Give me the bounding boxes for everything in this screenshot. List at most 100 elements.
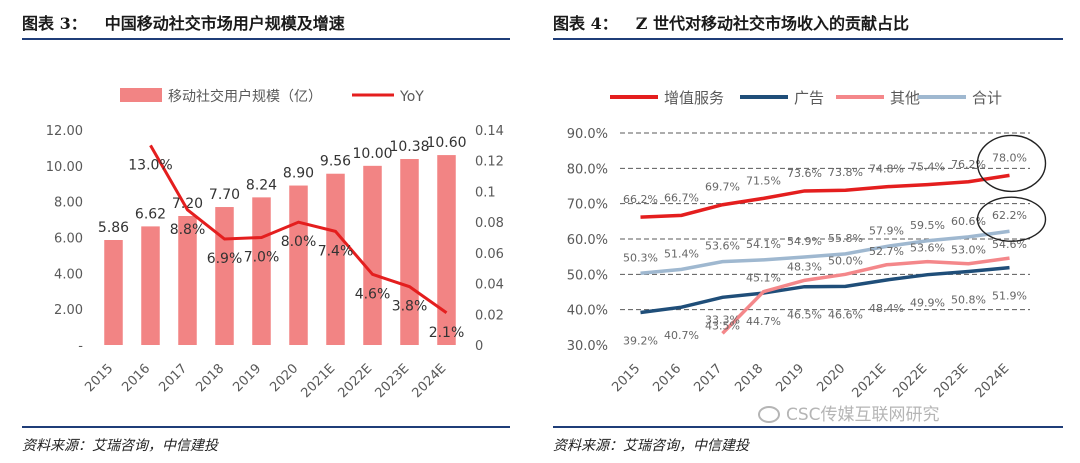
series-value-label-navy: 48.4%: [869, 302, 904, 315]
series-value-label-lightblue: 51.4%: [664, 247, 699, 260]
watermark: CSC传媒互联网研究: [758, 400, 940, 425]
bar-value-label: 9.56: [320, 154, 351, 170]
series-value-label-red: 69.7%: [705, 181, 740, 194]
series-value-label-navy: 46.5%: [787, 309, 822, 322]
series-value-label-lightblue: 60.6%: [951, 215, 986, 228]
yoy-value-label: 6.9%: [207, 251, 243, 267]
series-value-label-red: 73.6%: [787, 167, 822, 180]
series-line-red: [640, 173, 1010, 219]
x-tick-label: 2019: [230, 361, 264, 395]
x-tick-label: 2021E: [850, 361, 890, 401]
bar-value-label: 8.90: [283, 166, 314, 182]
bar: [326, 173, 345, 345]
series-value-label-navy: 50.8%: [951, 294, 986, 307]
yoy-value-label: 7.0%: [244, 250, 280, 266]
y-right-tick-label: 0.04: [475, 278, 504, 293]
series-value-label-navy: 43.5%: [705, 319, 740, 332]
y-left-tick-label: 2.00: [54, 303, 83, 318]
legend-label-navy: 广告: [794, 89, 824, 107]
series-value-label-lightblue: 54.9%: [787, 235, 822, 248]
series-value-label-pink: 48.3%: [787, 260, 822, 273]
left-chart-title: 图表 3： 中国移动社交市场用户规模及增速: [22, 10, 345, 34]
y-left-tick-label: 10.00: [46, 160, 83, 175]
y-tick-label: 60.0%: [567, 233, 608, 248]
series-value-label-lightblue: 50.3%: [623, 251, 658, 264]
series-value-label-pink: 33.3%: [705, 313, 740, 326]
bar-value-label: 10.38: [389, 139, 429, 155]
bar: [141, 226, 160, 345]
series-value-label-red: 75.4%: [910, 161, 945, 174]
bar-value-label: 6.62: [135, 206, 166, 222]
y-tick-label: 30.0%: [567, 339, 608, 354]
y-left-tick-label: -: [78, 339, 83, 354]
bar-value-label: 10.60: [426, 135, 466, 151]
y-left-tick-label: 12.00: [46, 124, 83, 139]
series-value-label-red: 73.8%: [828, 166, 863, 179]
series-value-label-pink: 53.6%: [910, 242, 945, 255]
bar-value-label: 7.20: [172, 196, 203, 212]
legend-label-yoy: YoY: [399, 89, 424, 105]
yoy-value-label: 8.8%: [170, 222, 206, 238]
x-tick-label: 2023E: [932, 361, 972, 401]
yoy-value-label: 8.0%: [281, 234, 317, 250]
left-source: 资料来源：艾瑞咨询，中信建投: [22, 438, 218, 454]
legend-swatch-bar: [120, 88, 162, 102]
left-source-rule: [22, 426, 510, 428]
bar: [104, 240, 123, 345]
series-value-label-lightblue: 62.2%: [992, 209, 1027, 222]
y-left-tick-label: 8.00: [54, 196, 83, 211]
y-tick-label: 70.0%: [567, 198, 608, 213]
bar: [400, 159, 419, 345]
y-right-tick-label: 0.02: [475, 308, 504, 323]
x-tick-label: 2022E: [891, 361, 931, 401]
legend-label-bar: 移动社交用户规模（亿）: [168, 88, 322, 105]
yoy-value-label: 7.4%: [318, 243, 354, 259]
series-value-label-red: 71.5%: [746, 174, 781, 187]
series-value-label-lightblue: 54.1%: [746, 238, 781, 251]
left-chart-title-text: 中国移动社交市场用户规模及增速: [104, 14, 345, 33]
x-tick-label: 2019: [773, 361, 807, 395]
series-value-label-navy: 39.2%: [623, 334, 658, 347]
series-value-label-pink: 52.7%: [869, 245, 904, 258]
y-right-tick-label: 0.12: [475, 155, 504, 170]
y-right-tick-label: 0.1: [475, 185, 496, 200]
y-left-tick-label: 6.00: [54, 232, 83, 247]
bar: [178, 216, 197, 345]
series-value-label-lightblue: 55.8%: [828, 232, 863, 245]
y-tick-label: 80.0%: [567, 162, 608, 177]
series-value-label-navy: 44.7%: [746, 315, 781, 328]
series-value-label-navy: 49.9%: [910, 297, 945, 310]
yoy-value-label: 2.1%: [429, 325, 465, 341]
y-right-tick-label: 0.08: [475, 216, 504, 231]
x-tick-label: 2015: [609, 361, 643, 395]
x-tick-label: 2022E: [336, 361, 376, 401]
bar: [437, 155, 456, 345]
bar-value-label: 10.00: [352, 146, 392, 162]
series-value-label-pink: 50.0%: [828, 254, 863, 267]
series-value-label-navy: 40.7%: [664, 329, 699, 342]
legend-label-lightblue: 合计: [972, 89, 1002, 107]
y-right-tick-label: 0: [475, 339, 483, 354]
bar: [363, 165, 382, 345]
left-chart: - 2.00 4.00 6.00 8.00 10.00 12.00 0 0.02 0.04 0.06…: [46, 88, 504, 401]
yoy-value-label: 13.0%: [128, 157, 172, 173]
highlight-circle: [976, 196, 1047, 242]
x-tick-label: 2015: [82, 361, 116, 395]
watermark-text: CSC传媒互联网研究: [786, 405, 940, 425]
right-legend: 增值服务 广告 其他 合计: [610, 89, 1002, 107]
series-value-label-red: 66.2%: [623, 193, 658, 206]
y-left-tick-label: 4.00: [54, 267, 83, 282]
left-chart-label: 图表 3：: [22, 14, 87, 33]
x-tick-label: 2018: [732, 361, 766, 395]
bar: [289, 185, 308, 345]
x-tick-label: 2020: [267, 361, 301, 395]
bar-value-label: 5.86: [98, 220, 129, 236]
y-right-tick-label: 0.06: [475, 247, 504, 262]
x-tick-label: 2020: [814, 361, 848, 395]
left-title-rule: [22, 38, 510, 40]
x-tick-label: 2021E: [299, 361, 339, 401]
bar-value-label: 7.70: [209, 187, 240, 203]
series-value-label-red: 78.0%: [992, 151, 1027, 164]
bar: [252, 197, 271, 345]
series-value-label-lightblue: 57.9%: [869, 224, 904, 237]
